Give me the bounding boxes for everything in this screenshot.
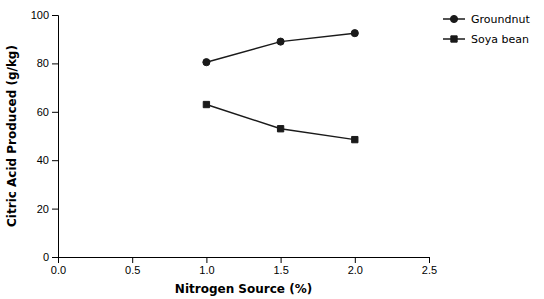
x-axis-line xyxy=(59,258,430,264)
y-tick-mark xyxy=(52,63,58,64)
x-axis-title: Nitrogen Source (%) xyxy=(175,282,312,296)
x-tick-mark xyxy=(429,257,430,263)
y-tick-mark xyxy=(52,15,58,16)
series-line xyxy=(206,105,354,140)
series-marker xyxy=(203,101,209,107)
x-tick-mark xyxy=(281,257,282,263)
legend-label: Soya bean xyxy=(471,33,529,46)
series-marker xyxy=(352,136,358,142)
series xyxy=(203,101,358,142)
y-axis: 0 20 40 60 80 100 xyxy=(31,9,59,263)
legend-swatch-marker xyxy=(450,15,457,22)
series-line xyxy=(206,33,354,62)
y-tick-label: 100 xyxy=(31,9,49,21)
x-tick-mark xyxy=(132,257,133,263)
y-axis-line xyxy=(52,16,59,258)
series-marker xyxy=(277,38,284,45)
y-tick-label: 20 xyxy=(37,203,49,215)
x-tick-label: 0.0 xyxy=(51,264,66,276)
y-tick: 100 xyxy=(31,9,58,21)
y-axis-title: Citric Acid Produced (g/kg) xyxy=(5,45,19,227)
x-tick-label: 0.5 xyxy=(125,264,140,276)
x-tick: 2.5 xyxy=(422,257,437,276)
y-tick: 40 xyxy=(37,154,58,166)
x-tick-label: 1.5 xyxy=(273,264,288,276)
y-tick: 60 xyxy=(37,106,58,118)
data-layer xyxy=(203,30,359,143)
y-tick-label: 80 xyxy=(37,57,49,69)
x-tick-label: 2.5 xyxy=(422,264,437,276)
series-marker xyxy=(277,126,283,132)
x-tick: 1.5 xyxy=(273,257,288,276)
legend-item: Soya bean xyxy=(443,33,529,46)
x-tick-mark xyxy=(355,257,356,263)
y-tick-mark xyxy=(52,209,58,210)
x-tick-label: 2.0 xyxy=(348,264,363,276)
y-tick-label: 60 xyxy=(37,106,49,118)
y-tick-mark xyxy=(52,257,58,258)
x-tick-mark xyxy=(206,257,207,263)
x-axis: 0.0 0.5 1.0 1.5 2.0 2.5 xyxy=(51,257,437,276)
y-tick-label: 0 xyxy=(43,251,49,263)
y-tick-mark xyxy=(52,160,58,161)
y-tick: 0 xyxy=(43,251,58,263)
x-tick: 0.5 xyxy=(125,257,140,276)
plot-area: 0.0 0.5 1.0 1.5 2.0 2.5 0 20 40 60 80 100 Nitrogen S… xyxy=(5,9,530,296)
chart-svg: 0.0 0.5 1.0 1.5 2.0 2.5 0 20 40 60 80 100 Nitrogen S… xyxy=(0,0,544,299)
series-marker xyxy=(351,30,358,37)
series xyxy=(203,30,359,66)
y-tick-label: 40 xyxy=(37,154,49,166)
x-tick-label: 1.0 xyxy=(199,264,214,276)
series-marker xyxy=(203,59,210,66)
x-tick: 0.0 xyxy=(51,257,66,276)
chart-container: 0.0 0.5 1.0 1.5 2.0 2.5 0 20 40 60 80 100 Nitrogen S… xyxy=(0,0,544,299)
legend-label: Groundnut xyxy=(471,13,530,26)
x-tick: 2.0 xyxy=(348,257,363,276)
y-tick: 20 xyxy=(37,203,58,215)
y-tick: 80 xyxy=(37,57,58,69)
legend: Groundnut Soya bean xyxy=(443,13,530,46)
legend-swatch-marker xyxy=(451,36,457,42)
x-tick: 1.0 xyxy=(199,257,214,276)
y-tick-mark xyxy=(52,112,58,113)
legend-item: Groundnut xyxy=(443,13,530,26)
